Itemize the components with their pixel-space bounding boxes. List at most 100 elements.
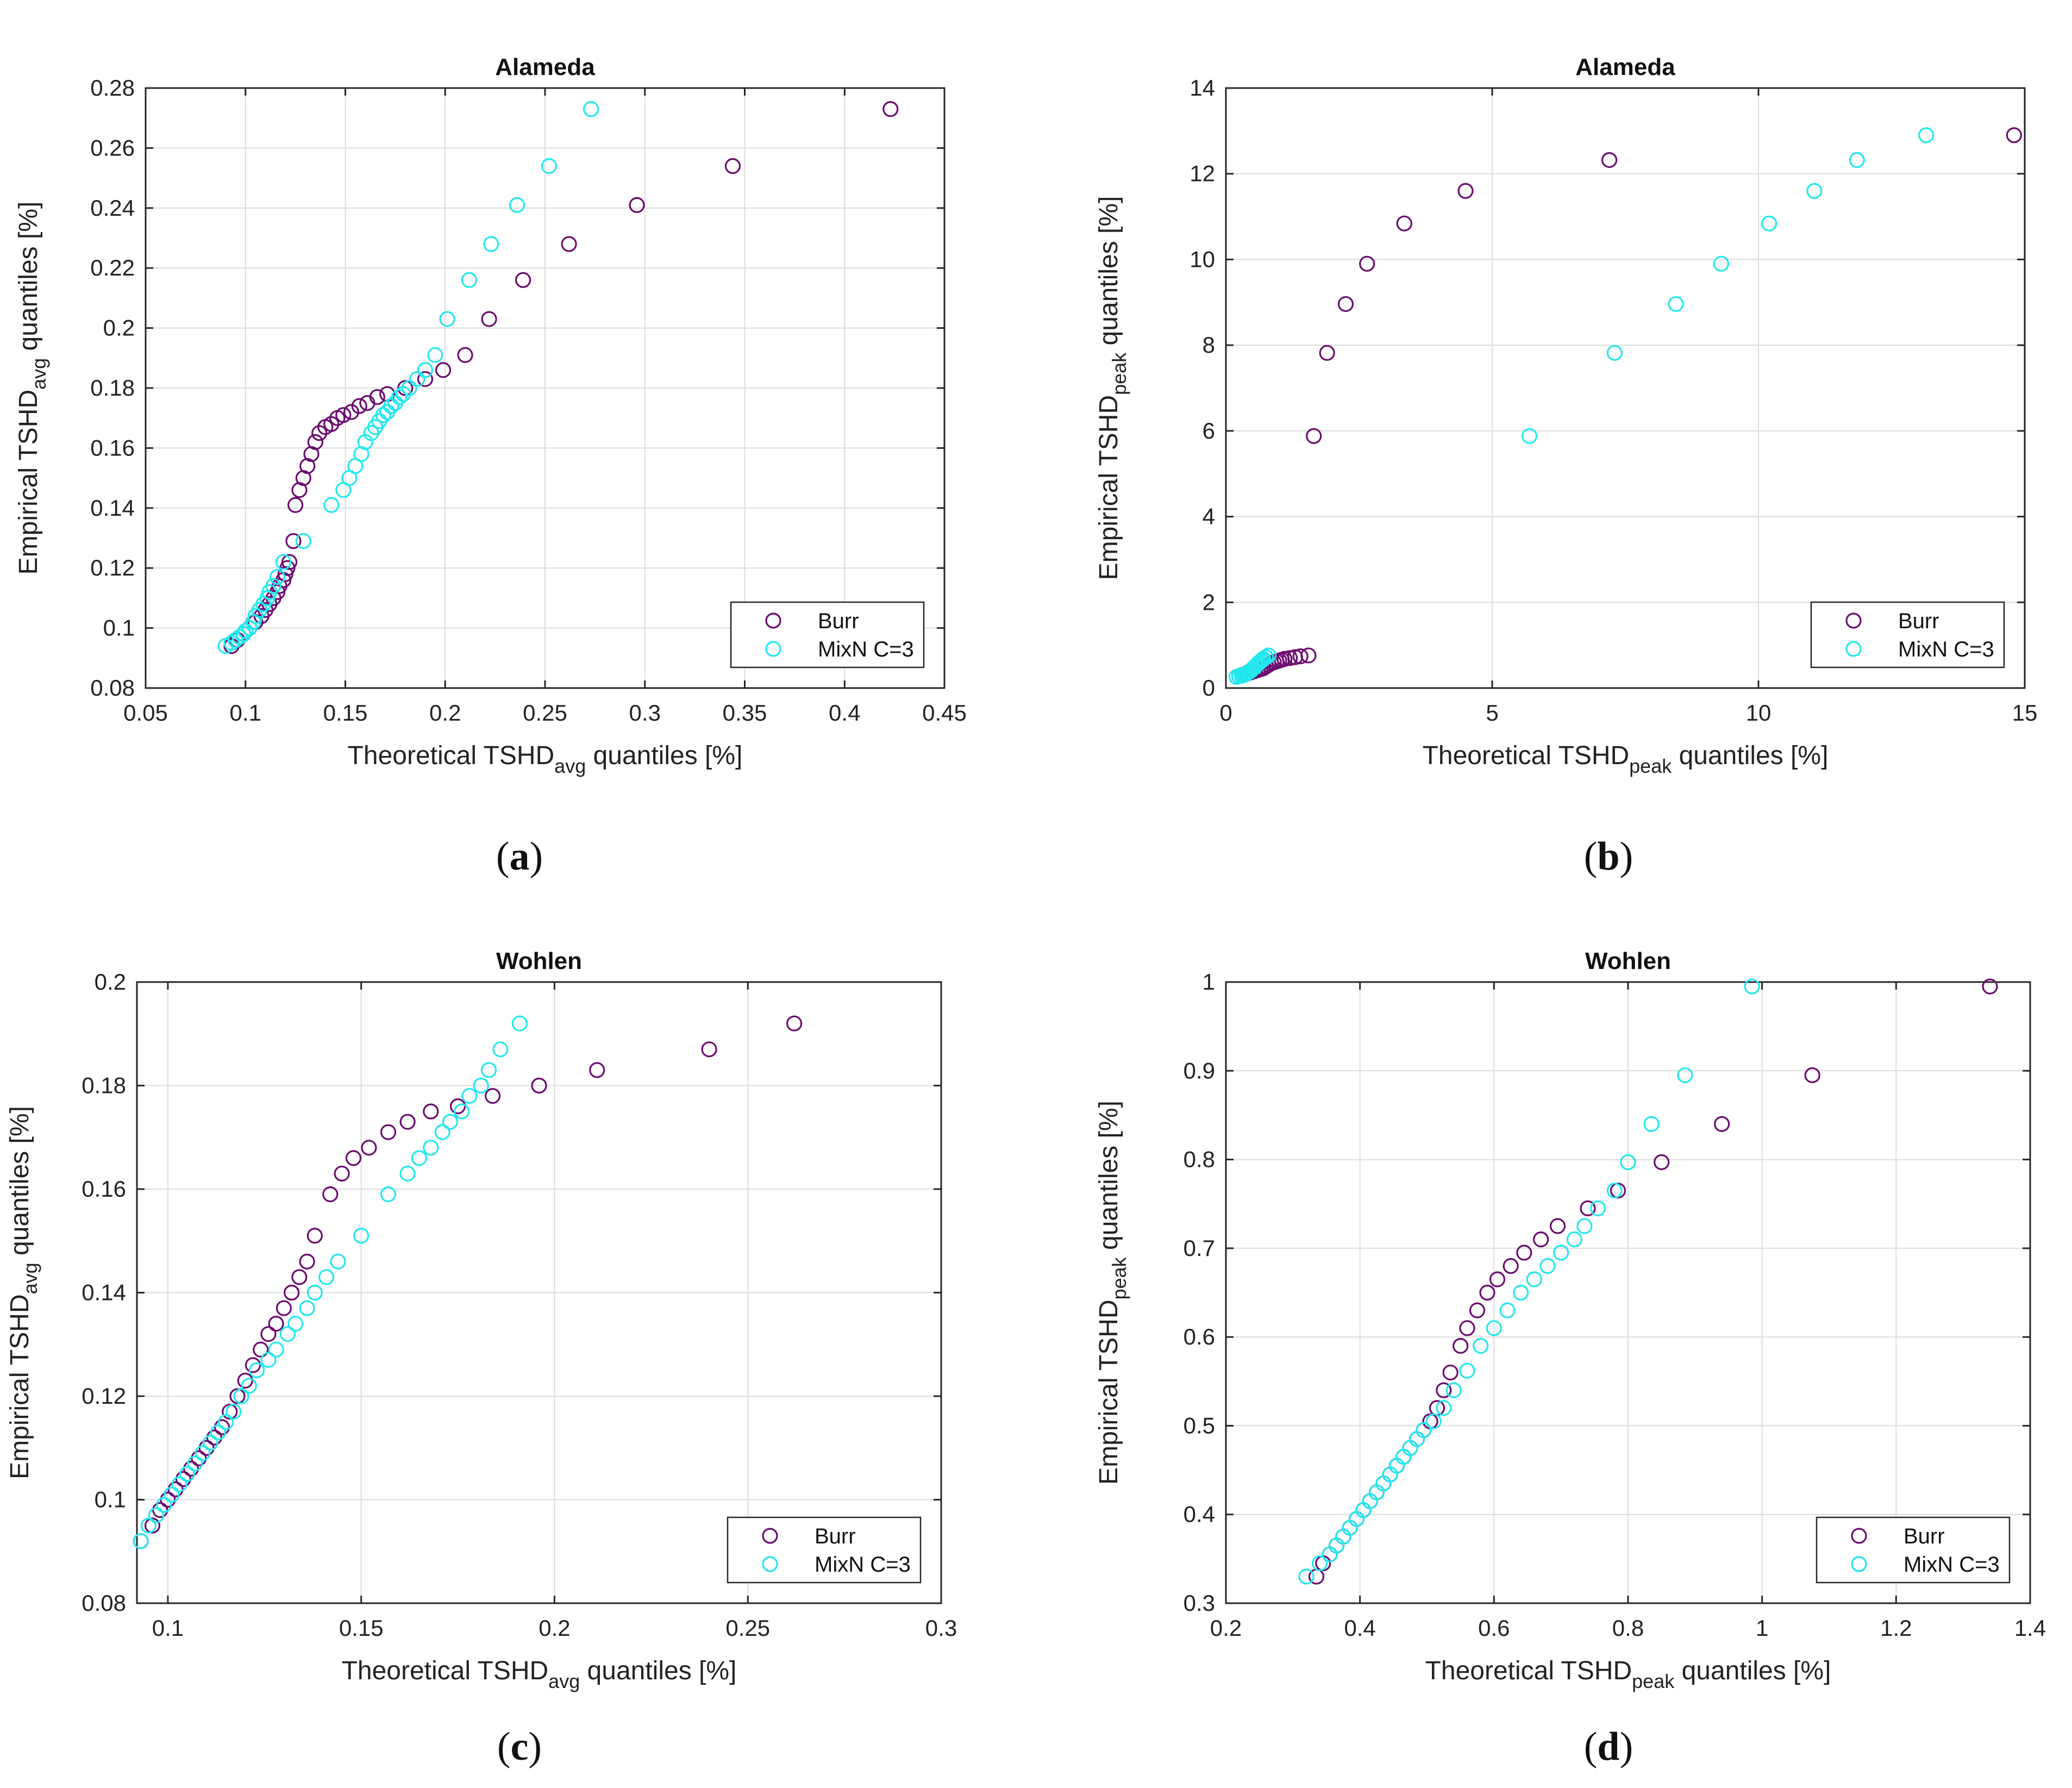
y-axis-label-sub: peak bbox=[1108, 1256, 1130, 1299]
data-point bbox=[206, 1429, 222, 1446]
legend-box bbox=[1810, 601, 2005, 668]
data-point bbox=[275, 554, 292, 570]
y-axis-label-main: Empirical TSHD bbox=[5, 1294, 34, 1479]
data-point bbox=[461, 1087, 478, 1104]
data-point bbox=[260, 1326, 277, 1342]
data-point bbox=[133, 1533, 149, 1549]
data-point bbox=[1319, 345, 1335, 361]
legend-label: MixN C=3 bbox=[1898, 637, 1994, 661]
data-point bbox=[701, 1041, 717, 1058]
y-tick-label: 0.28 bbox=[90, 75, 135, 101]
data-point bbox=[253, 1341, 269, 1358]
data-point bbox=[485, 1087, 501, 1104]
data-point bbox=[335, 407, 352, 423]
x-axis-label-sub: peak bbox=[1629, 755, 1672, 777]
data-point bbox=[1260, 647, 1276, 664]
data-point bbox=[1479, 1284, 1495, 1301]
y-axis-label-main: Empirical TSHD bbox=[1094, 1299, 1123, 1485]
x-tick-label: 0.2 bbox=[1210, 1615, 1242, 1641]
axes-box bbox=[1225, 87, 2026, 689]
data-point bbox=[1566, 1231, 1582, 1248]
data-point bbox=[1620, 1154, 1636, 1171]
x-tick-label: 1 bbox=[1756, 1615, 1768, 1641]
legend-box bbox=[727, 1516, 922, 1584]
data-point bbox=[457, 347, 473, 363]
x-axis-label: Theoretical TSHDpeak quantiles [%] bbox=[1423, 741, 1829, 777]
data-point bbox=[1526, 1271, 1542, 1287]
data-point bbox=[268, 1316, 284, 1332]
data-point bbox=[423, 1103, 439, 1120]
data-point bbox=[233, 1388, 249, 1404]
data-point bbox=[295, 533, 311, 549]
data-point bbox=[480, 1062, 497, 1078]
data-point bbox=[323, 497, 340, 513]
data-point bbox=[1668, 296, 1684, 312]
data-point bbox=[299, 1253, 315, 1270]
data-point bbox=[1606, 1183, 1623, 1199]
data-point bbox=[218, 1414, 234, 1430]
panel-letter-char: c bbox=[511, 1724, 529, 1769]
y-tick-label: 0.2 bbox=[103, 315, 135, 341]
x-axis-label-sub: peak bbox=[1632, 1670, 1675, 1692]
data-point bbox=[1292, 648, 1309, 665]
data-point bbox=[454, 1103, 470, 1120]
data-point bbox=[235, 626, 252, 642]
panel-letter: (c) bbox=[497, 1724, 542, 1769]
data-point bbox=[1469, 1302, 1486, 1318]
data-point bbox=[1589, 1200, 1606, 1216]
y-tick-label: 0.5 bbox=[1184, 1412, 1215, 1438]
x-tick-label: 0.15 bbox=[339, 1615, 384, 1641]
y-tick-label: 8 bbox=[1203, 332, 1215, 358]
data-point bbox=[334, 1165, 350, 1182]
y-axis-label-main: Empirical TSHD bbox=[14, 390, 43, 575]
data-point bbox=[306, 1284, 323, 1301]
data-point bbox=[1499, 1302, 1516, 1318]
data-point bbox=[417, 362, 434, 378]
data-point bbox=[265, 578, 281, 594]
data-point bbox=[248, 1362, 265, 1378]
data-point bbox=[1436, 1400, 1452, 1416]
data-point bbox=[411, 1150, 428, 1166]
data-point bbox=[291, 1269, 308, 1285]
y-tick-label: 0.1 bbox=[95, 1487, 126, 1512]
chart-title: Alameda bbox=[495, 54, 595, 80]
legend-marker bbox=[765, 612, 781, 629]
chart-title: Alameda bbox=[1575, 54, 1675, 80]
x-tick-label: 0.45 bbox=[922, 700, 967, 726]
data-point bbox=[322, 1186, 339, 1203]
panel-letter-close: ) bbox=[1620, 1724, 1633, 1769]
data-point bbox=[461, 272, 477, 288]
data-point bbox=[175, 1471, 191, 1487]
data-point bbox=[395, 386, 411, 402]
data-point bbox=[160, 1491, 176, 1508]
x-tick-label: 0.8 bbox=[1612, 1615, 1644, 1641]
y-tick-label: 0.4 bbox=[1184, 1502, 1215, 1527]
data-point bbox=[1643, 1116, 1660, 1132]
data-point bbox=[167, 1481, 184, 1498]
chart-title: Wohlen bbox=[1585, 948, 1671, 974]
data-point bbox=[449, 1098, 466, 1115]
x-tick-label: 0.4 bbox=[1344, 1615, 1375, 1641]
data-point bbox=[1580, 1200, 1596, 1216]
x-tick-label: 0.3 bbox=[629, 700, 661, 726]
y-tick-label: 4 bbox=[1203, 504, 1215, 529]
data-point bbox=[351, 398, 367, 414]
y-tick-label: 0.24 bbox=[90, 195, 135, 221]
x-tick-label: 0.6 bbox=[1478, 1615, 1510, 1641]
data-point bbox=[1553, 1245, 1569, 1261]
data-point bbox=[492, 1041, 509, 1058]
x-tick-label: 0.1 bbox=[230, 700, 261, 726]
panel-letter-char: a bbox=[510, 834, 530, 879]
data-point bbox=[1282, 650, 1298, 666]
x-tick-label: 1.2 bbox=[1880, 1615, 1912, 1641]
data-point bbox=[179, 1466, 196, 1482]
data-point bbox=[198, 1440, 215, 1456]
legend-label: Burr bbox=[1898, 609, 1939, 633]
data-point bbox=[223, 635, 240, 651]
y-tick-label: 0.7 bbox=[1184, 1235, 1215, 1261]
y-tick-label: 0.3 bbox=[1184, 1590, 1215, 1616]
y-tick-label: 0.26 bbox=[90, 135, 135, 160]
chart-title: Wohlen bbox=[496, 948, 582, 974]
x-axis-label-sub: avg bbox=[554, 755, 586, 777]
y-tick-label: 1 bbox=[1203, 969, 1215, 995]
